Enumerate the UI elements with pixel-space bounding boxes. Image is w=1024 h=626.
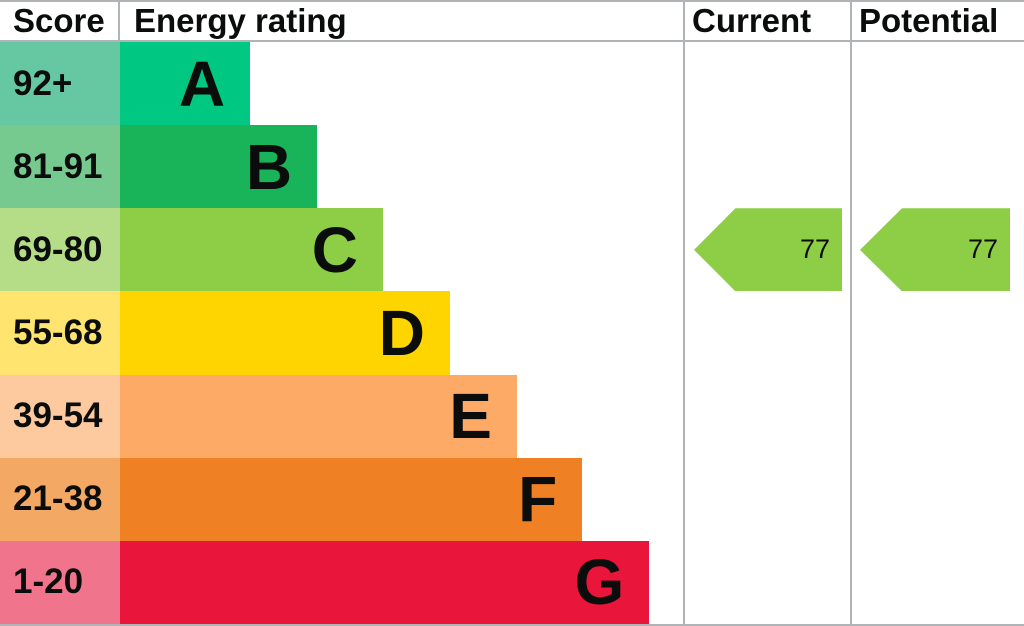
- potential-rating-value: 77: [967, 234, 998, 265]
- score-header: Score: [0, 2, 120, 40]
- current-rating-value: 77: [799, 234, 830, 265]
- band-bar-f: F: [120, 457, 583, 541]
- band-row-e: 39-54 E: [0, 374, 683, 458]
- header-row: Score Energy rating Current Potential: [0, 2, 1024, 42]
- bar-area-g: G: [120, 540, 683, 624]
- bar-area-b: B: [120, 125, 683, 209]
- bar-area-d: D: [120, 291, 683, 375]
- band-bar-a: A: [120, 42, 251, 126]
- score-range-a: 92+: [0, 42, 120, 126]
- band-letter-d: D: [378, 296, 425, 369]
- bar-area-e: E: [120, 374, 683, 458]
- band-letter-c: C: [311, 213, 358, 286]
- band-row-g: 1-20 G: [0, 540, 683, 624]
- score-range-g: 1-20: [0, 540, 120, 624]
- bar-area-f: F: [120, 457, 683, 541]
- potential-rating-arrow: 77: [860, 208, 1010, 292]
- band-bar-e: E: [120, 374, 517, 458]
- chart-body: 92+ A 81-91 B 69-80: [0, 42, 1024, 624]
- current-rating-arrow: 77: [694, 208, 842, 292]
- band-row-b: 81-91 B: [0, 125, 683, 209]
- score-range-c: 69-80: [0, 208, 120, 292]
- band-bar-g: G: [120, 540, 650, 624]
- bar-area-c: C: [120, 208, 683, 292]
- band-letter-e: E: [449, 380, 492, 453]
- band-row-a: 92+ A: [0, 42, 683, 126]
- band-row-f: 21-38 F: [0, 457, 683, 541]
- score-range-b: 81-91: [0, 125, 120, 209]
- bands: 92+ A 81-91 B 69-80: [0, 42, 683, 624]
- score-range-e: 39-54: [0, 374, 120, 458]
- score-range-f: 21-38: [0, 457, 120, 541]
- potential-column: 77: [850, 42, 1024, 624]
- current-header: Current: [683, 2, 850, 40]
- band-letter-f: F: [518, 463, 558, 536]
- band-row-d: 55-68 D: [0, 291, 683, 375]
- band-bar-d: D: [120, 291, 450, 375]
- bar-area-a: A: [120, 42, 683, 126]
- score-range-d: 55-68: [0, 291, 120, 375]
- band-letter-b: B: [245, 130, 293, 203]
- energy-rating-header: Energy rating: [134, 2, 347, 39]
- band-bar-b: B: [120, 125, 318, 209]
- band-letter-a: A: [178, 47, 226, 120]
- band-bar-c: C: [120, 208, 383, 292]
- band-letter-g: G: [574, 546, 625, 619]
- current-column: 77: [683, 42, 850, 624]
- band-row-c: 69-80 C: [0, 208, 683, 292]
- potential-header: Potential: [850, 2, 1024, 40]
